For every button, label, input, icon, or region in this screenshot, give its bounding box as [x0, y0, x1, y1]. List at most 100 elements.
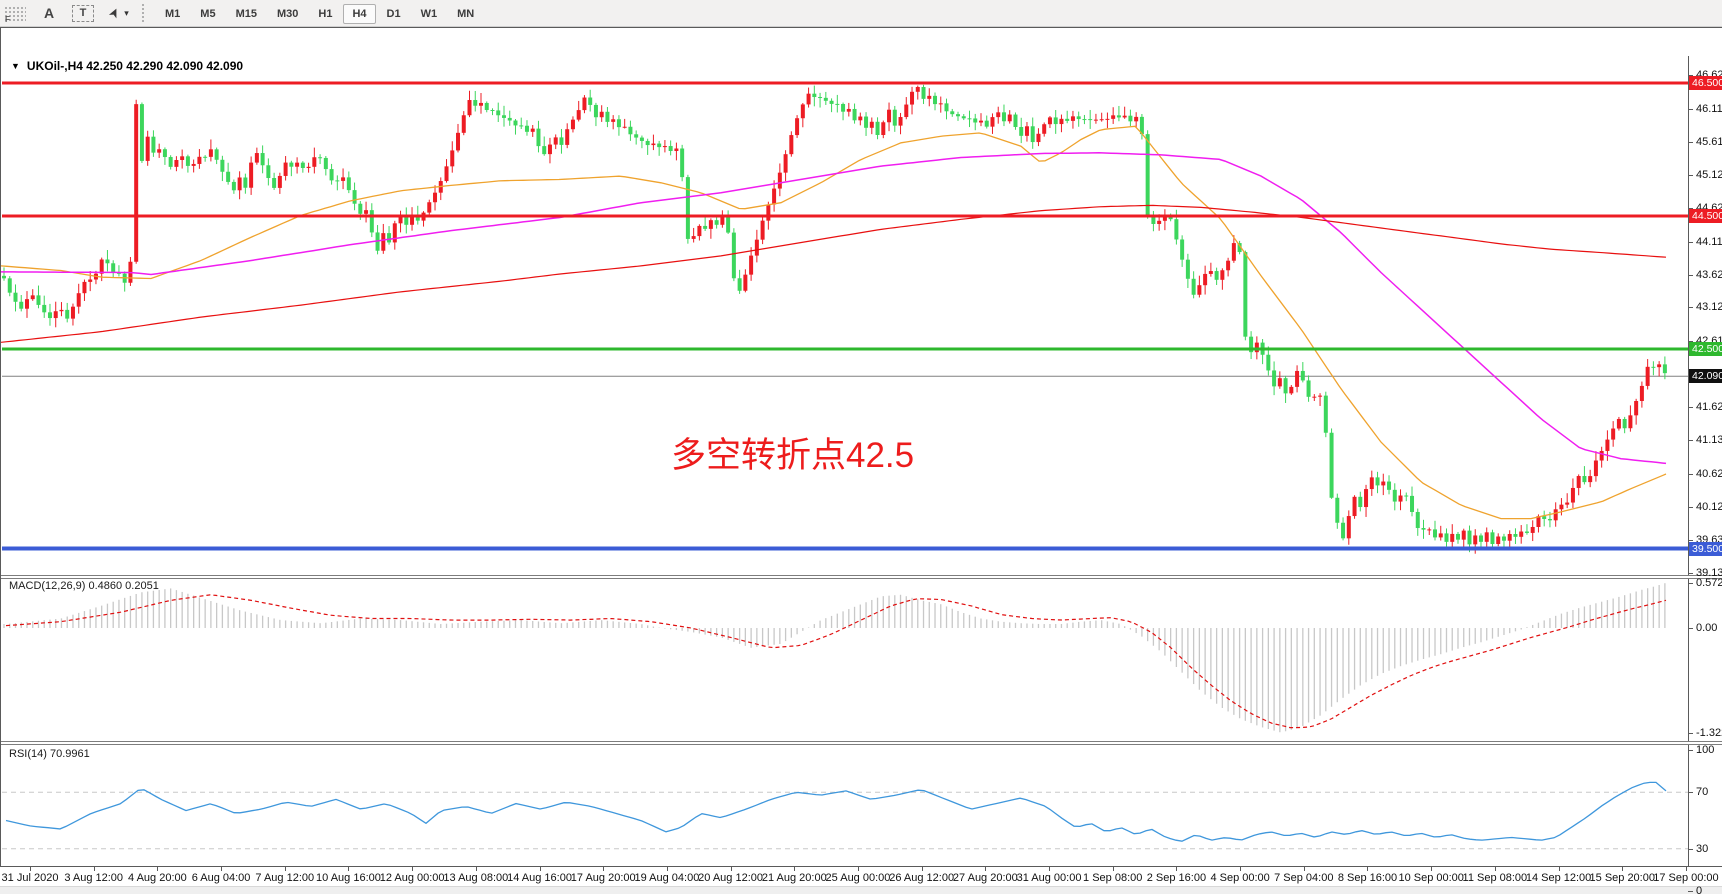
axis-tick-mark	[1688, 732, 1693, 734]
axis-tick-mark	[1688, 407, 1693, 409]
timeframe-button-d1[interactable]: D1	[386, 8, 401, 20]
timeframe-buttons: M1 M5 M15 M30 H1 H4 D1 W1 MN	[155, 4, 484, 24]
time-tick-mark	[221, 867, 223, 871]
time-tick-mark	[412, 867, 414, 871]
timeframe-button-h1[interactable]: H1	[318, 8, 333, 20]
time-tick-mark	[1622, 867, 1624, 871]
time-tick-label: 8 Sep 16:00	[1337, 872, 1398, 884]
time-tick-label: 26 Aug 12:00	[889, 872, 955, 884]
time-axis-strip	[0, 886, 1722, 894]
time-tick-label: 10 Sep 00:00	[1398, 872, 1464, 884]
timeframe-button-h4[interactable]: H4	[343, 4, 376, 24]
time-tick-mark	[157, 867, 159, 871]
rsi-indicator-label: RSI(14) 70.9961	[9, 748, 90, 760]
axis-tick-mark	[1688, 174, 1693, 176]
time-tick-label: 4 Sep 00:00	[1210, 872, 1270, 884]
time-tick-mark	[30, 867, 31, 871]
time-tick-mark	[1240, 867, 1242, 871]
time-tick-mark	[921, 867, 923, 871]
time-tick-label: 31 Jul 2020	[1, 872, 59, 884]
time-tick-label: 7 Aug 12:00	[255, 872, 315, 884]
time-tick-label: 31 Aug 00:00	[1016, 872, 1082, 884]
toolbar: F A T ➤ ▾ M1 M5 M15 M30 H1 H4 D1 W1 MN	[0, 0, 1722, 27]
time-tick-mark	[475, 867, 477, 871]
timeframe-button-w1[interactable]: W1	[420, 8, 438, 20]
time-tick-mark	[539, 867, 541, 871]
time-tick-mark	[1112, 867, 1114, 871]
price-badge: 42.500	[1689, 342, 1722, 356]
time-tick-label: 19 Aug 04:00	[634, 872, 700, 884]
chart-canvas[interactable]	[1, 28, 1722, 894]
axis-tick-mark	[1688, 274, 1693, 276]
time-tick-label: 17 Sep 00:00	[1653, 872, 1719, 884]
time-tick-mark	[666, 867, 668, 871]
time-tick-mark	[1494, 867, 1496, 871]
chart-annotation-text: 多空转折点42.5	[671, 436, 915, 475]
time-tick-label: 3 Aug 12:00	[64, 872, 124, 884]
time-tick-label: 20 Aug 12:00	[698, 872, 763, 884]
time-tick-mark	[1431, 867, 1433, 871]
axis-tick-label: 41.130	[1696, 434, 1722, 447]
time-tick-label: 14 Aug 16:00	[507, 872, 572, 884]
axis-tick-mark	[1688, 474, 1693, 476]
cursor-arrow-icon: ➤	[105, 4, 124, 21]
macd-indicator-label: MACD(12,26,9) 0.4860 0.2051	[9, 580, 159, 592]
time-tick-label: 1 Sep 08:00	[1083, 872, 1143, 884]
text-a-icon[interactable]: A	[43, 5, 55, 21]
axis-tick-label: -1.3221	[1696, 726, 1722, 739]
time-tick-mark	[1558, 867, 1560, 871]
axis-tick-mark	[1688, 207, 1693, 209]
axis-tick-label: 70	[1696, 786, 1709, 799]
axis-tick-mark	[1688, 582, 1693, 584]
axis-tick-mark	[1688, 572, 1693, 574]
symbol-ohlc-label: UKOil-,H4 42.250 42.290 42.090 42.090	[26, 59, 244, 73]
text-label-icon[interactable]: T	[72, 4, 94, 22]
axis-tick-label: 0.00	[1696, 622, 1718, 634]
objects-cursor-icon[interactable]: ➤ ▾	[105, 3, 130, 23]
axis-tick-mark	[1688, 539, 1693, 541]
time-tick-mark	[603, 867, 605, 871]
time-tick-mark	[284, 867, 286, 871]
time-tick-label: 2 Sep 16:00	[1146, 872, 1207, 884]
collapse-triangle-icon[interactable]: ▼	[11, 61, 20, 71]
pane-separator-rsi[interactable]	[1, 741, 1722, 745]
axis-tick-label: 100	[1696, 744, 1715, 756]
chart-title[interactable]: ▼ UKOil-,H4 42.250 42.290 42.090 42.090	[11, 59, 243, 73]
axis-tick-mark	[1688, 108, 1693, 110]
axis-tick-mark	[1688, 307, 1693, 309]
toolbar-drag-handle[interactable]	[142, 4, 147, 22]
axis-tick-label: 39.135	[1696, 566, 1722, 579]
timeframe-button-mn[interactable]: MN	[457, 8, 475, 20]
chart-window: ▼ UKOil-,H4 42.250 42.290 42.090 42.090 …	[0, 27, 1722, 894]
time-tick-label: 12 Aug 00:00	[379, 872, 445, 884]
time-tick-mark	[93, 867, 95, 871]
axis-tick-mark	[1688, 341, 1693, 343]
time-tick-mark	[1367, 867, 1369, 871]
time-tick-label: 21 Aug 20:00	[761, 872, 827, 884]
time-tick-label: 6 Aug 04:00	[191, 872, 251, 884]
axis-tick-label: 44.115	[1696, 235, 1722, 248]
axis-tick-label: 46.110	[1696, 102, 1722, 115]
axis-tick-mark	[1688, 891, 1693, 892]
axis-tick-label: 0	[1696, 885, 1703, 894]
axis-tick-mark	[1688, 848, 1693, 850]
price-badge: 42.090	[1689, 369, 1722, 384]
time-tick-mark	[1685, 867, 1687, 871]
time-tick-label: 25 Aug 00:00	[825, 872, 891, 884]
timeframe-button-m1[interactable]: M1	[165, 8, 181, 20]
pane-separator-macd[interactable]	[1, 575, 1722, 579]
axis-tick-label: 40.620	[1696, 468, 1722, 481]
timeframe-button-m5[interactable]: M5	[200, 8, 216, 20]
time-tick-mark	[1049, 867, 1051, 871]
time-tick-mark	[1176, 867, 1178, 871]
axis-tick-label: 45.615	[1696, 135, 1722, 148]
axis-tick-mark	[1688, 141, 1693, 143]
chart-shift-icon[interactable]: F	[4, 5, 26, 24]
timeframe-button-m15[interactable]: M15	[235, 8, 257, 20]
time-tick-mark	[730, 867, 732, 871]
axis-tick-label: 43.620	[1696, 268, 1722, 281]
timeframe-button-m30[interactable]: M30	[276, 8, 299, 20]
axis-tick-mark	[1688, 792, 1693, 794]
time-axis[interactable]: 31 Jul 2020 3 Aug 12:00 4 Aug 20:00 6 Aug 0…	[0, 866, 1722, 894]
